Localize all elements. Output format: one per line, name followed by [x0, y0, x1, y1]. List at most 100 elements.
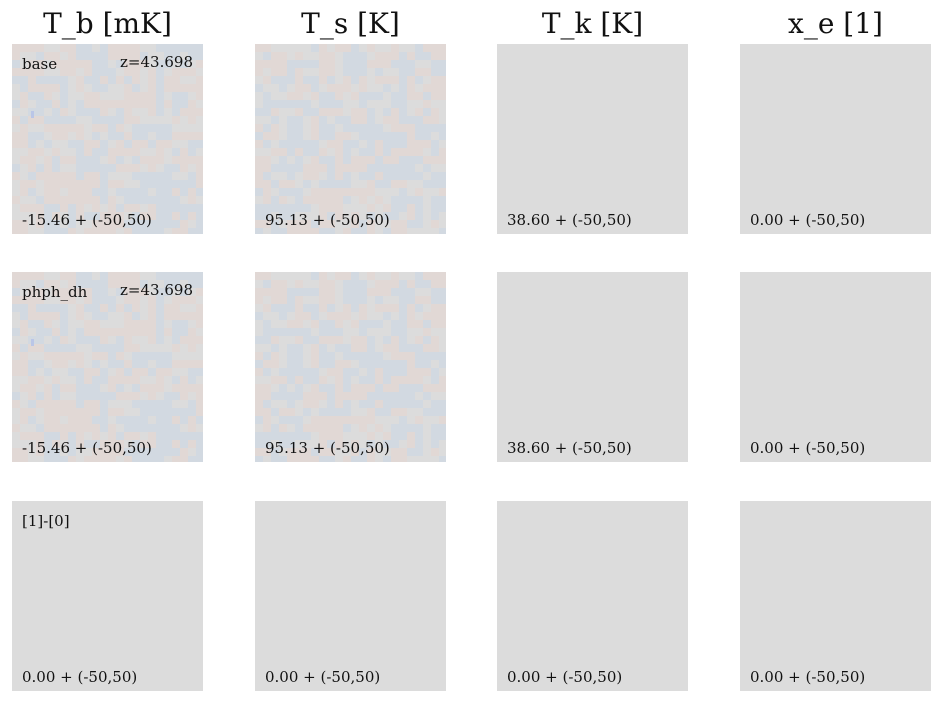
heatmap-cell — [156, 148, 164, 156]
heatmap-cell — [60, 196, 68, 204]
heatmap-cell — [391, 108, 399, 116]
heatmap-cell — [383, 60, 391, 68]
heatmap-cell — [180, 140, 188, 148]
heatmap-cell — [319, 52, 327, 60]
heatmap-cell — [311, 304, 319, 312]
heatmap-cell — [415, 296, 423, 304]
heatmap-cell — [255, 116, 263, 124]
heatmap-cell — [132, 368, 140, 376]
heatmap-cell — [399, 196, 407, 204]
heatmap-cell — [271, 212, 279, 220]
heatmap-cell — [423, 456, 431, 462]
heatmap-cell — [335, 228, 343, 234]
heatmap-cell — [263, 440, 271, 448]
heatmap-cell — [60, 108, 68, 116]
heatmap-cell — [20, 344, 28, 352]
heatmap-cell — [28, 360, 36, 368]
heatmap-cell — [439, 44, 446, 52]
redshift-label: z=43.698 — [120, 281, 193, 299]
heatmap-cell — [76, 440, 84, 448]
heatmap-cell — [100, 188, 108, 196]
heatmap-cell — [140, 204, 148, 212]
heatmap-cell — [367, 220, 375, 228]
heatmap-cell — [108, 352, 116, 360]
heatmap-cell — [92, 172, 100, 180]
heatmap-cell — [164, 116, 172, 124]
heatmap-cell — [52, 272, 60, 280]
heatmap-cell — [255, 432, 263, 440]
heatmap-cell — [431, 360, 439, 368]
heatmap-cell — [399, 124, 407, 132]
heatmap-cell — [156, 352, 164, 360]
heatmap-cell — [172, 148, 180, 156]
heatmap-cell — [319, 424, 327, 432]
heatmap-cell — [20, 336, 28, 344]
heatmap-cell — [124, 384, 132, 392]
heatmap-cell — [68, 392, 76, 400]
heatmap-cell — [351, 60, 359, 68]
heatmap-cell — [431, 212, 439, 220]
heatmap-cell — [148, 328, 156, 336]
heatmap-cell — [180, 304, 188, 312]
heatmap-cell — [124, 164, 132, 172]
heatmap-cell — [148, 68, 156, 76]
heatmap-cell — [20, 352, 28, 360]
heatmap-cell — [287, 424, 295, 432]
heatmap-cell — [156, 296, 164, 304]
heatmap-cell — [92, 408, 100, 416]
heatmap-cell — [60, 368, 68, 376]
heatmap-cell — [164, 124, 172, 132]
heatmap-cell — [156, 140, 164, 148]
heatmap-cell — [116, 148, 124, 156]
heatmap-cell — [399, 296, 407, 304]
heatmap-cell — [196, 320, 203, 328]
heatmap-cell — [327, 352, 335, 360]
heatmap-cell — [255, 148, 263, 156]
heatmap-cell — [407, 320, 415, 328]
heatmap-cell — [52, 132, 60, 140]
heatmap-cell — [343, 92, 351, 100]
heatmap-cell — [44, 280, 52, 288]
heatmap-cell — [303, 336, 311, 344]
heatmap-cell — [263, 304, 271, 312]
heatmap-image — [497, 272, 688, 462]
heatmap-cell — [84, 124, 92, 132]
heatmap-cell — [148, 344, 156, 352]
heatmap-cell — [367, 440, 375, 448]
heatmap-cell — [28, 352, 36, 360]
heatmap-cell — [172, 100, 180, 108]
heatmap-cell — [391, 424, 399, 432]
heatmap-cell — [415, 272, 423, 280]
heatmap-cell — [383, 156, 391, 164]
heatmap-cell — [76, 68, 84, 76]
heatmap-cell — [423, 108, 431, 116]
heatmap-cell — [295, 416, 303, 424]
heatmap-cell — [52, 76, 60, 84]
heatmap-cell — [188, 408, 196, 416]
heatmap-cell — [52, 344, 60, 352]
heatmap-cell — [92, 164, 100, 172]
heatmap-cell — [172, 456, 180, 462]
heatmap-cell — [116, 448, 124, 456]
heatmap-cell — [20, 448, 28, 456]
heatmap-cell — [407, 204, 415, 212]
heatmap-cell — [132, 124, 140, 132]
heatmap-cell — [100, 400, 108, 408]
heatmap-cell — [375, 180, 383, 188]
heatmap-cell — [311, 408, 319, 416]
column-title-t-s: T_s [K] — [301, 7, 400, 40]
heatmap-cell — [76, 220, 84, 228]
heatmap-cell — [311, 456, 319, 462]
heatmap-cell — [52, 384, 60, 392]
heatmap-cell — [76, 204, 84, 212]
heatmap-cell — [287, 352, 295, 360]
heatmap-cell — [92, 304, 100, 312]
heatmap-cell — [391, 440, 399, 448]
heatmap-cell — [343, 280, 351, 288]
heatmap-cell — [76, 312, 84, 320]
heatmap-cell — [295, 44, 303, 52]
heatmap-cell — [140, 456, 148, 462]
heatmap-cell — [44, 408, 52, 416]
heatmap-cell — [68, 68, 76, 76]
heatmap-cell — [407, 296, 415, 304]
